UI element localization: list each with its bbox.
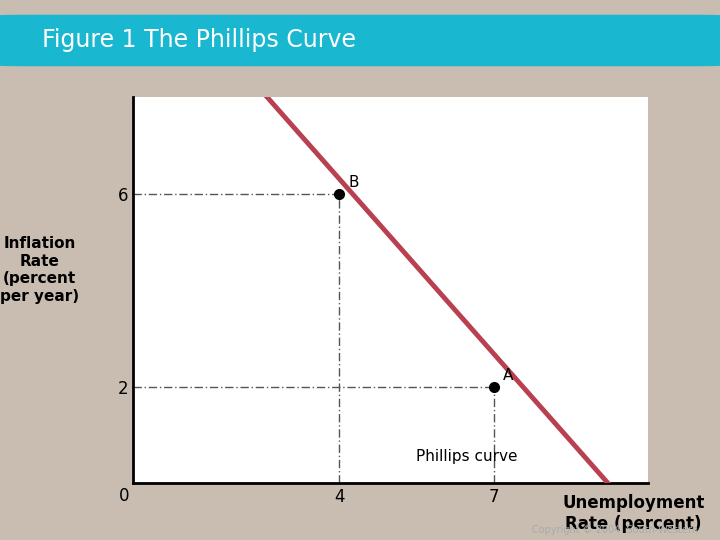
Text: A: A — [503, 368, 513, 383]
Text: Phillips curve: Phillips curve — [416, 449, 518, 464]
Text: Inflation
Rate
(percent
per year): Inflation Rate (percent per year) — [0, 237, 79, 303]
Text: B: B — [348, 175, 359, 190]
Text: 0: 0 — [119, 487, 129, 505]
Text: Copyright © 2004  South-Western: Copyright © 2004 South-Western — [532, 524, 698, 535]
Text: Unemployment
Rate (percent): Unemployment Rate (percent) — [562, 494, 705, 533]
FancyBboxPatch shape — [0, 15, 720, 66]
Text: Figure 1 The Phillips Curve: Figure 1 The Phillips Curve — [42, 29, 356, 52]
